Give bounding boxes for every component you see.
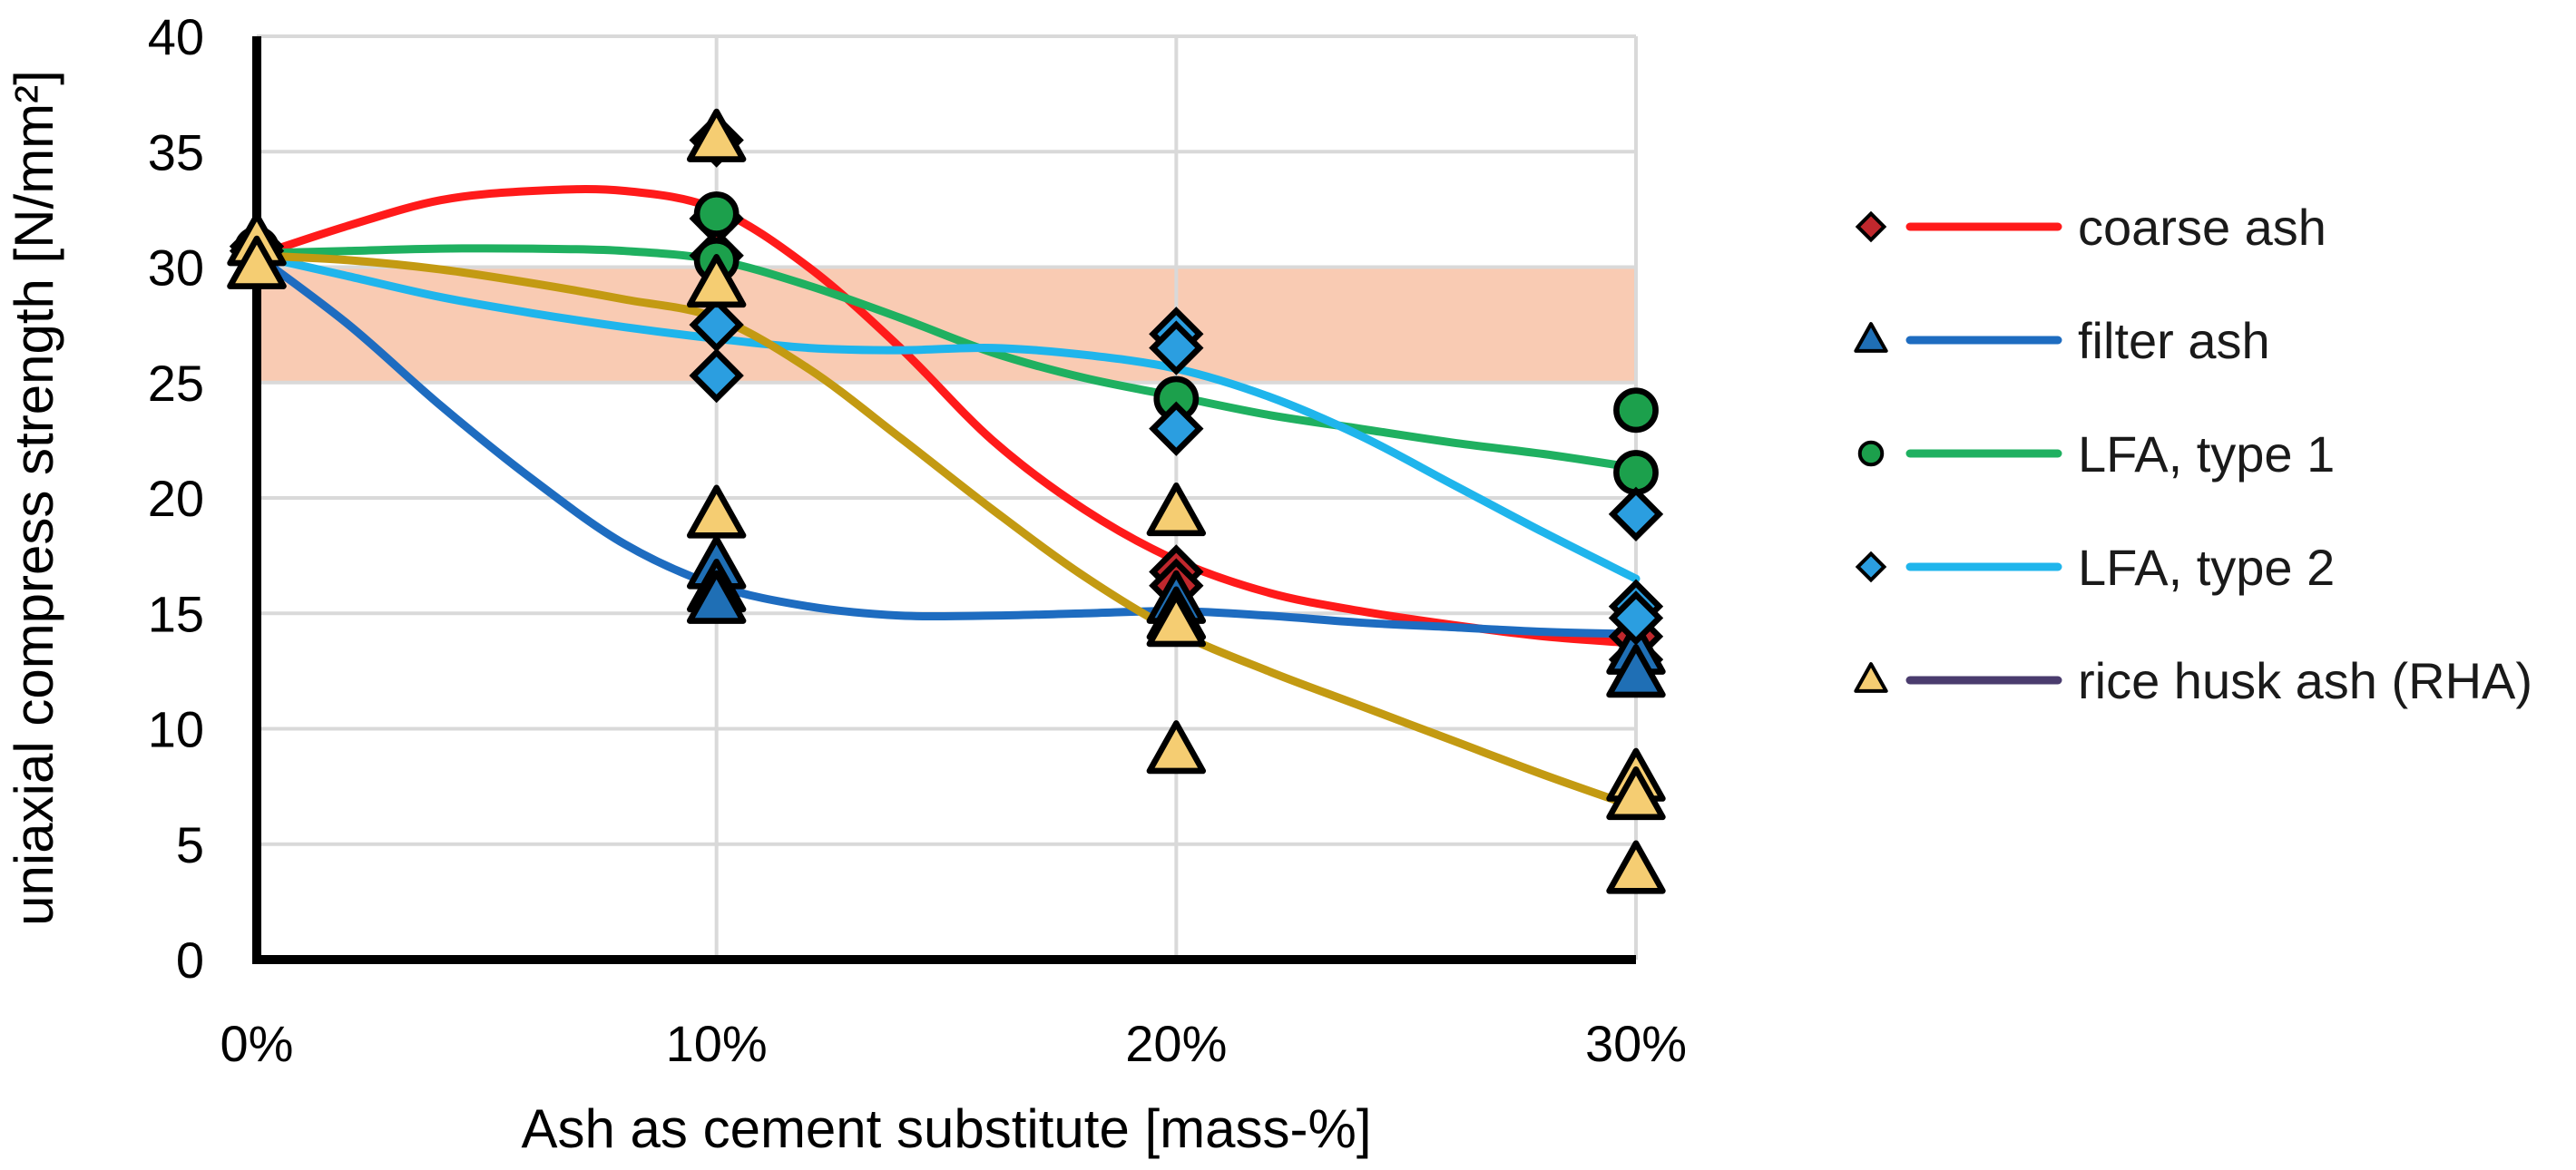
legend-label-1: filter ash — [2078, 312, 2270, 369]
reference-band-layer — [257, 267, 1636, 383]
point-series-3 — [1608, 590, 1664, 646]
legend-marker-4 — [1854, 662, 1888, 693]
axes: 0 5 10 15 20 25 30 35 40 0% 10% 20% 30% — [148, 8, 1687, 1072]
point-series-1 — [686, 570, 747, 624]
point-series-3 — [689, 347, 744, 404]
legend-marker-3 — [1855, 551, 1887, 583]
point-series-4 — [1606, 840, 1666, 894]
legend: coarse ash filter ash LFA, type 1 LFA, type… — [1854, 199, 2532, 709]
legend-marker-0 — [1855, 210, 1887, 243]
curve-series-2 — [252, 244, 1641, 473]
curve-series-3 — [252, 251, 1641, 583]
point-series-3 — [1149, 401, 1204, 456]
x-tick-label: 0% — [220, 1015, 294, 1072]
point-series-1 — [1606, 644, 1666, 698]
x-tick-label: 10% — [666, 1015, 768, 1072]
point-series-3 — [1608, 486, 1664, 541]
y-tick-label: 20 — [148, 470, 204, 527]
point-series-2 — [1613, 450, 1659, 495]
data-points — [227, 108, 1666, 894]
point-series-4 — [1146, 483, 1207, 537]
x-tick-label: 30% — [1585, 1015, 1687, 1072]
y-tick-label: 10 — [148, 701, 204, 758]
point-series-4 — [686, 108, 747, 162]
point-series-4 — [686, 254, 747, 308]
legend-label-2: LFA, type 1 — [2078, 425, 2335, 483]
point-series-4 — [227, 235, 287, 289]
curve-series-1 — [252, 251, 1641, 639]
point-series-2 — [693, 191, 739, 237]
y-tick-label: 5 — [176, 816, 204, 873]
y-tick-label: 0 — [176, 931, 204, 989]
y-tick-label: 15 — [148, 585, 204, 642]
y-tick-label: 40 — [148, 8, 204, 65]
x-tick-label: 20% — [1125, 1015, 1227, 1072]
point-series-4 — [1606, 766, 1666, 821]
gridlines — [257, 34, 1638, 960]
y-tick-label: 25 — [148, 355, 204, 412]
trend-curves — [252, 185, 1641, 812]
legend-marker-2 — [1857, 440, 1885, 467]
legend-label-4: rice husk ash (RHA) — [2078, 652, 2532, 709]
reference-band — [257, 267, 1636, 383]
legend-marker-1 — [1854, 322, 1888, 353]
y-tick-label: 30 — [148, 239, 204, 297]
point-series-4 — [686, 484, 747, 539]
point-series-4 — [1146, 593, 1207, 648]
y-axis-title: uniaxial compress strength [N/mm²] — [4, 70, 64, 926]
legend-label-3: LFA, type 2 — [2078, 539, 2335, 596]
curve-series-0 — [252, 185, 1641, 648]
legend-label-0: coarse ash — [2078, 199, 2326, 256]
x-axis-title: Ash as cement substitute [mass-%] — [521, 1098, 1371, 1159]
curve-series-4 — [252, 251, 1641, 812]
point-series-2 — [1613, 387, 1659, 434]
y-tick-label: 35 — [148, 123, 204, 180]
point-series-3 — [1149, 320, 1204, 375]
point-series-4 — [1146, 720, 1207, 775]
point-series-3 — [689, 297, 744, 353]
